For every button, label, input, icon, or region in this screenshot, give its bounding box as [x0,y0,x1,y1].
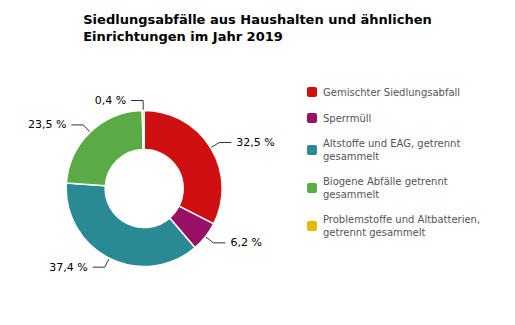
svg-text:Siedlungsabfälle aus Haushalte: Siedlungsabfälle aus Haushalten und ähnl… [83,12,432,27]
svg-text:6,2 %: 6,2 % [230,236,261,249]
svg-text:32,5 %: 32,5 % [236,136,274,149]
svg-text:Gemischter Siedlungsabfall: Gemischter Siedlungsabfall [323,87,460,98]
svg-text:Problemstoffe und Altbatterien: Problemstoffe und Altbatterien, [323,214,480,225]
svg-text:37,4 %: 37,4 % [49,261,87,274]
svg-text:gesammelt: gesammelt [323,189,379,200]
svg-text:gesammelt: gesammelt [323,151,379,162]
svg-text:Biogene Abfälle getrennt: Biogene Abfälle getrennt [323,176,448,187]
svg-text:23,5 %: 23,5 % [28,118,66,131]
svg-text:Sperrmüll: Sperrmüll [323,113,371,124]
svg-text:getrennt gesammelt: getrennt gesammelt [323,227,425,238]
svg-text:Einrichtungen im Jahr 2019: Einrichtungen im Jahr 2019 [83,29,283,44]
svg-text:Altstoffe und EAG, getrennt: Altstoffe und EAG, getrennt [323,138,460,149]
svg-text:0,4 %: 0,4 % [95,94,126,107]
